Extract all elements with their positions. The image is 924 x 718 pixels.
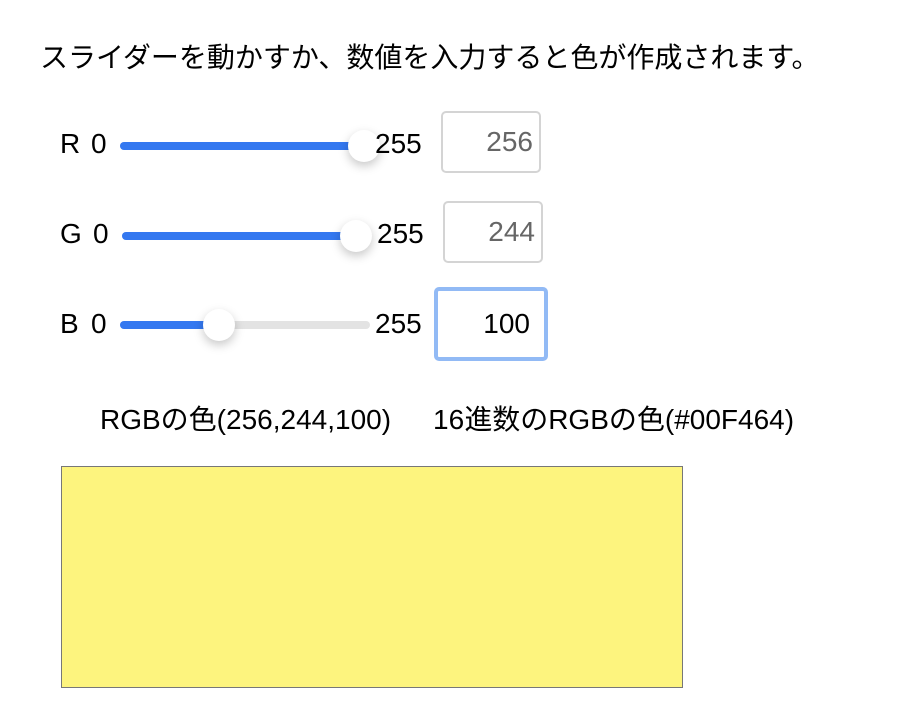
r-max-label: 255 [375, 128, 422, 159]
r-value-input[interactable]: 256 [441, 111, 541, 173]
rgb-color-text: RGBの色(256,244,100) [100, 404, 392, 435]
r-slider[interactable] [120, 130, 380, 162]
b-slider[interactable] [120, 309, 370, 341]
b-min-label: 0 [91, 308, 107, 339]
b-slider-thumb[interactable] [203, 309, 236, 341]
b-value-input[interactable]: 100 [434, 287, 548, 361]
instruction-text: スライダーを動かすか、数値を入力すると色が作成されます。 [40, 41, 820, 74]
g-slider-thumb[interactable] [339, 220, 372, 252]
g-slider[interactable] [122, 220, 372, 252]
hex-color-text: 16進数のRGBの色(#00F464) [433, 404, 795, 435]
b-label: B [60, 308, 79, 339]
b-slider-fill [120, 321, 220, 329]
g-label: G [60, 218, 82, 249]
r-slider-thumb[interactable] [348, 130, 380, 162]
color-swatch [61, 466, 683, 688]
g-min-label: 0 [93, 218, 109, 249]
b-max-label: 255 [375, 308, 422, 339]
g-value-input[interactable]: 244 [443, 201, 543, 263]
color-info: RGBの色(256,244,100) 16進数のRGBの色(#00F464) [100, 398, 794, 438]
r-min-label: 0 [91, 128, 107, 159]
g-slider-fill [122, 232, 356, 240]
r-slider-fill [120, 142, 364, 150]
g-max-label: 255 [377, 218, 424, 249]
r-label: R [60, 128, 81, 159]
